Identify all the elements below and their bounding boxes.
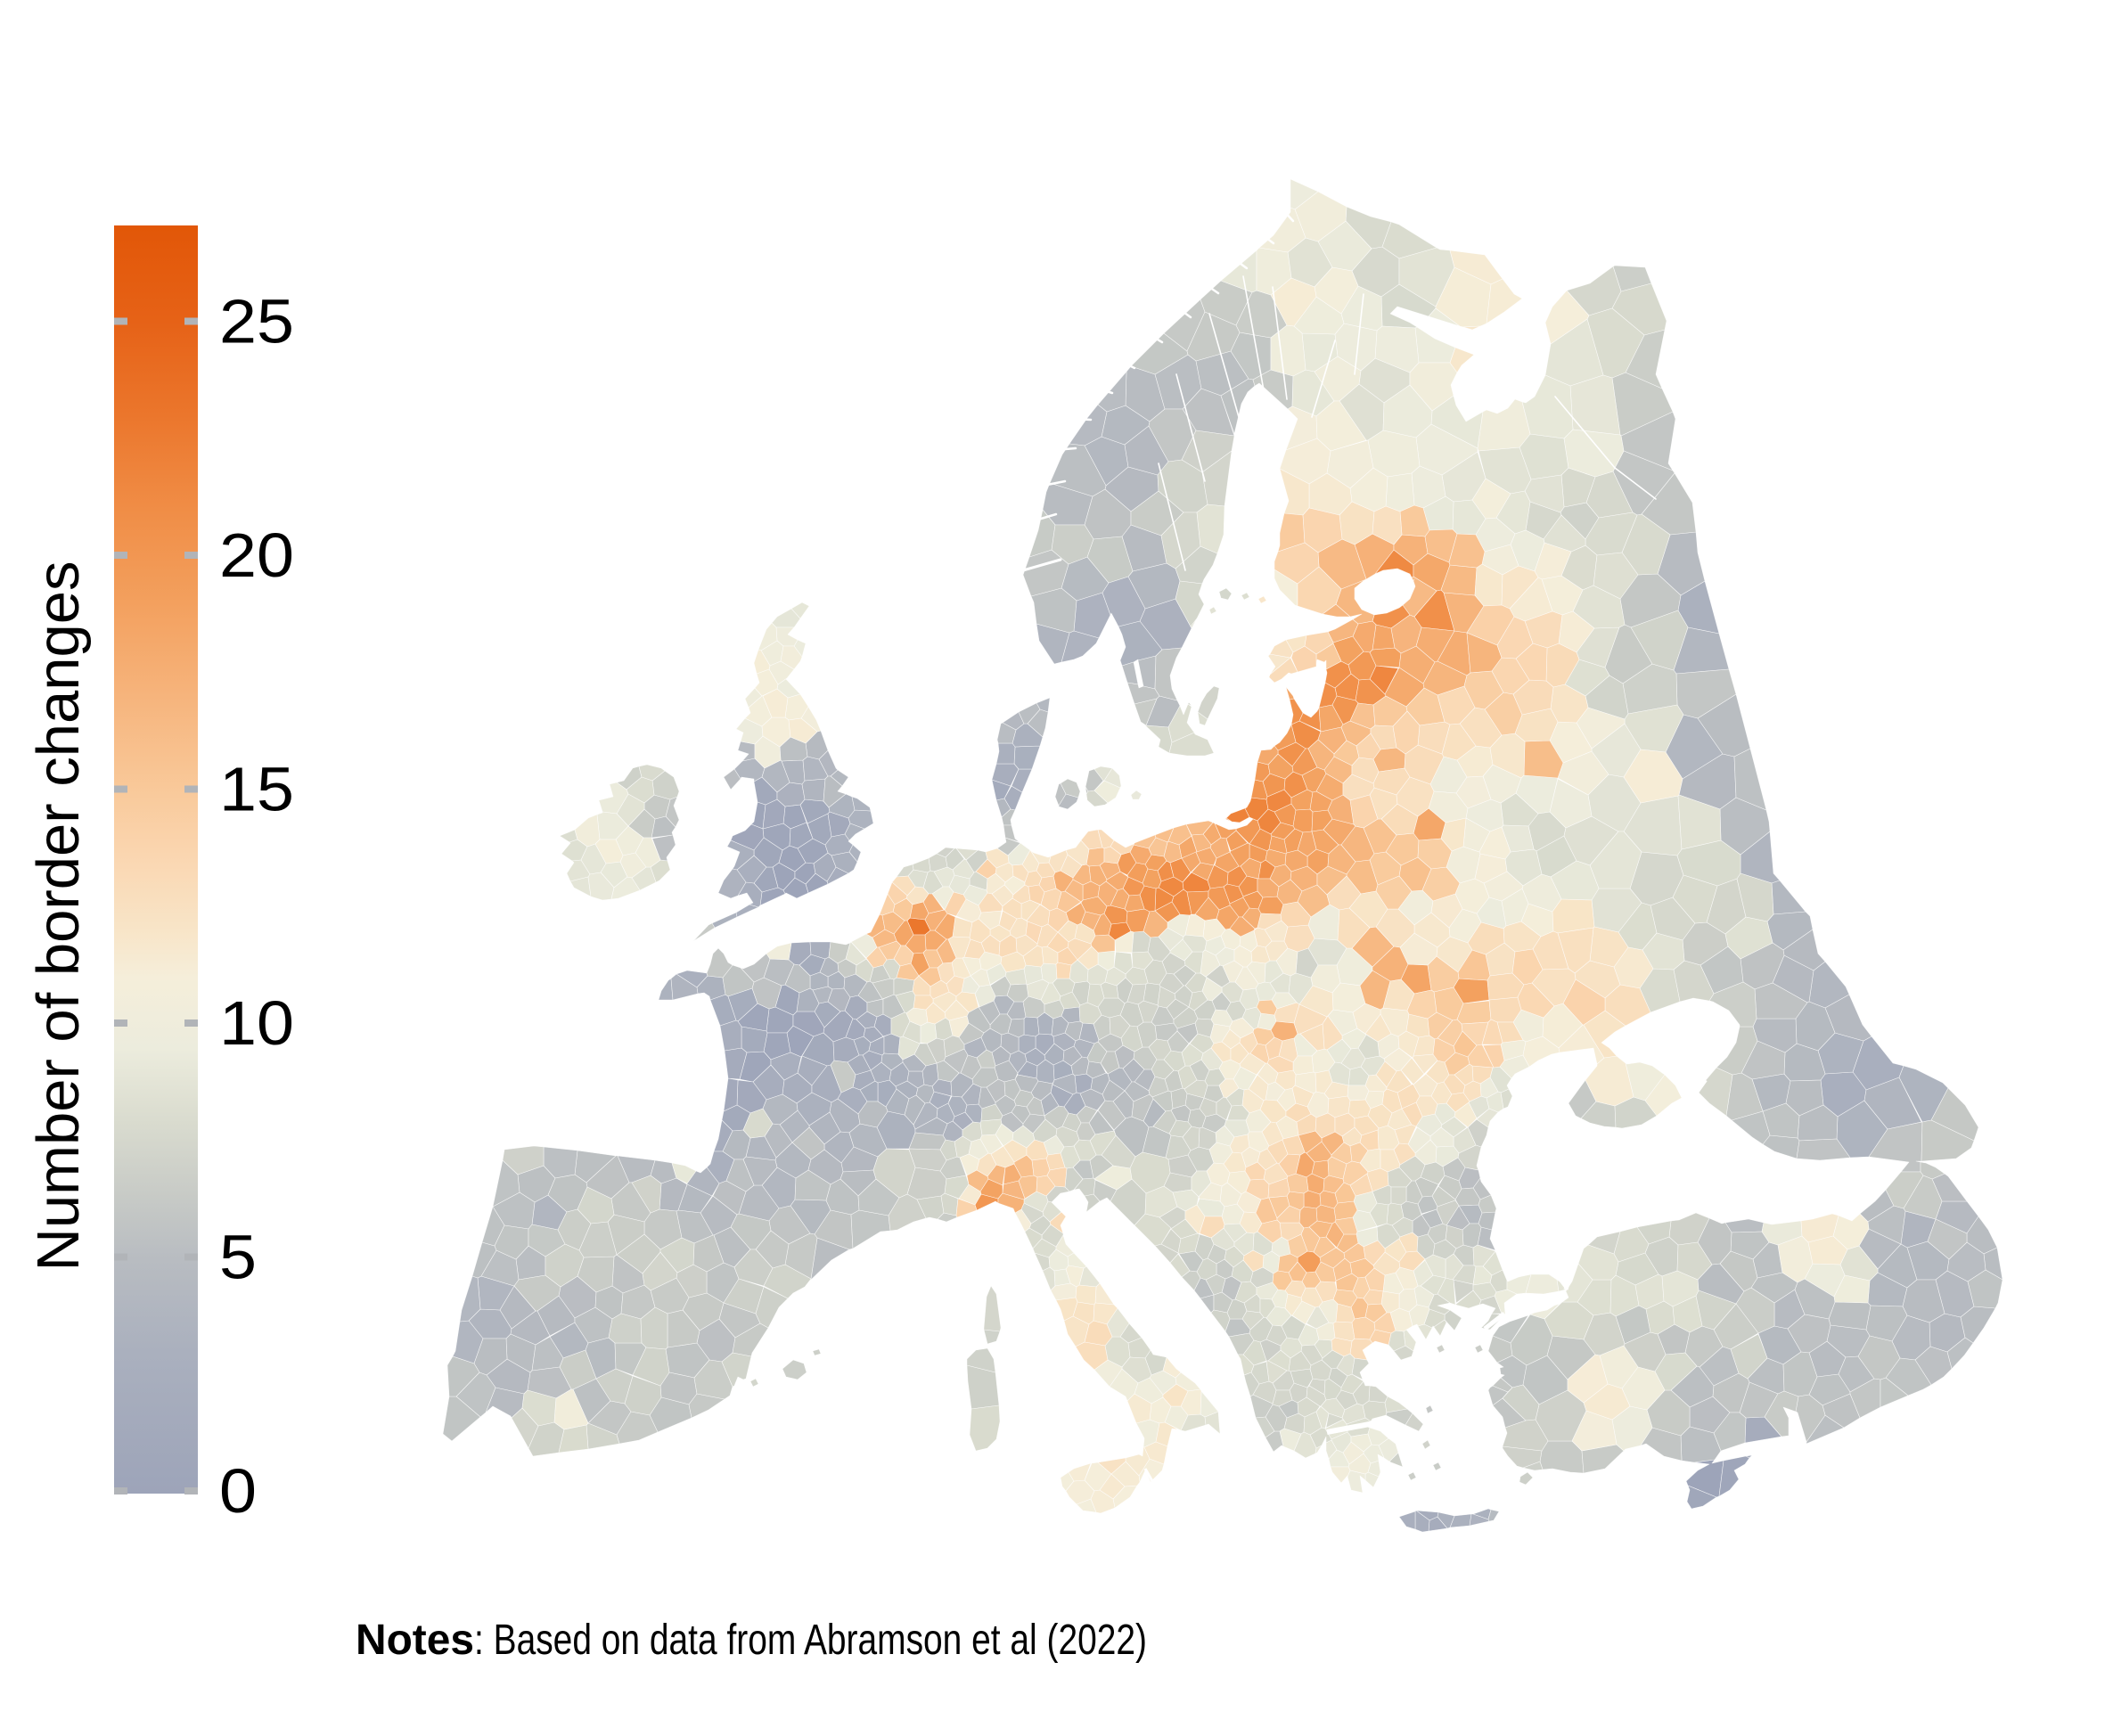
svg-text:20: 20: [219, 520, 294, 590]
svg-text:10: 10: [219, 988, 294, 1058]
svg-text:5: 5: [219, 1223, 257, 1292]
svg-text:0: 0: [219, 1456, 257, 1526]
svg-text:25: 25: [219, 287, 294, 356]
svg-text:15: 15: [219, 755, 294, 824]
svg-text:: Based on data from Abramson: : Based on data from Abramson et al (202…: [474, 1617, 1147, 1664]
svg-text:Number of border changes: Number of border changes: [25, 561, 92, 1272]
svg-text:Notes: Notes: [356, 1617, 474, 1664]
